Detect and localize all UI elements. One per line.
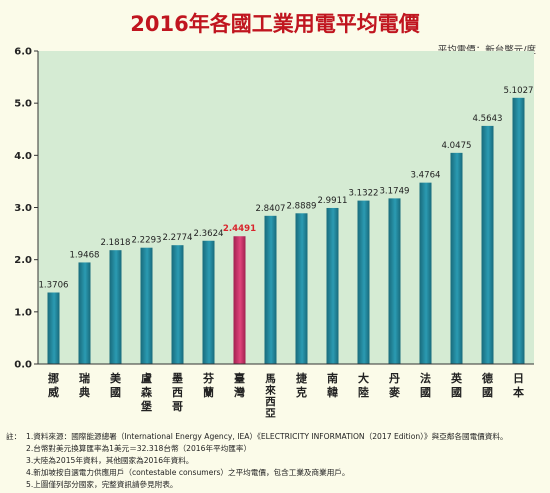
y-tick-label: 3.0 [14, 203, 32, 214]
category-label: 瑞典 [79, 371, 90, 399]
data-label: 2.2293 [131, 236, 161, 246]
note-line-1: 註： 1.資料來源：國際能源總署（International Energy Age… [6, 432, 508, 441]
data-label: 1.9468 [69, 250, 99, 260]
bar [481, 125, 494, 364]
bar [295, 213, 308, 364]
bar [326, 207, 339, 364]
bar [388, 198, 401, 364]
bar [202, 240, 215, 364]
note-line-3: 3.大陸為2015年資料，其他國家為2016年資料。 [26, 456, 194, 465]
category-label: 大陸 [358, 371, 369, 399]
bar [357, 200, 370, 364]
data-label: 2.9911 [317, 196, 347, 206]
category-label: 德國 [481, 371, 493, 399]
category-label: 丹麥 [388, 372, 401, 399]
category-label: 墨西哥 [172, 372, 183, 413]
category-label: 南韓 [327, 371, 338, 399]
data-label: 2.2774 [162, 233, 192, 243]
y-axis: 0.0 1.0 2.0 3.0 4.0 5.0 6.0 [14, 47, 39, 371]
category-label: 芬蘭 [202, 371, 215, 399]
data-label: 3.4764 [410, 171, 440, 181]
category-label: 挪威 [48, 371, 59, 399]
y-tick-label: 2.0 [14, 255, 32, 266]
data-label: 1.3706 [38, 281, 68, 291]
data-label: 2.1818 [100, 238, 130, 248]
category-label: 臺灣 [234, 371, 245, 399]
bar [264, 215, 277, 364]
category-label: 日本 [513, 372, 524, 399]
data-label: 2.8407 [255, 204, 285, 214]
bar [140, 247, 153, 364]
note-line-4: 4.新加坡按自選電力供應用戶（contestable consumers）之平均… [26, 468, 350, 477]
data-label: 2.4491 [223, 224, 256, 234]
category-label: 捷克 [296, 371, 308, 399]
bar-chart: 0.0 1.0 2.0 3.0 4.0 5.0 6.0 1.3706 1.94682.1818… [14, 47, 534, 420]
data-label: 4.5643 [472, 114, 502, 124]
bar [47, 292, 60, 364]
data-label: 5.1027 [503, 86, 533, 96]
data-label: 2.3624 [193, 229, 223, 239]
bar [109, 250, 122, 364]
category-label: 英國 [450, 371, 463, 399]
bar-highlight [233, 236, 246, 364]
unit-label: 平均電價：新台幣元/度 [437, 45, 536, 56]
bar [78, 262, 91, 364]
y-tick-label: 4.0 [14, 151, 32, 162]
note-prefix: 註： [6, 432, 22, 441]
category-label: 美國 [110, 371, 122, 399]
category-label: 盧森堡 [141, 371, 153, 413]
y-tick-label: 1.0 [14, 307, 32, 318]
bar [512, 97, 525, 365]
category-label: 法國 [420, 371, 431, 399]
note-line-2: 2.台幣對美元換算匯率為1美元＝32.318台幣（2016年平均匯率） [26, 444, 252, 453]
bar [171, 245, 184, 364]
chart-title: 2016年各國工業用電平均電價 [130, 12, 420, 36]
note-line-5: 5.上圖僅列部分國家，完整資訊請參見附表。 [26, 480, 178, 489]
data-label: 3.1322 [348, 189, 378, 199]
data-label: 2.8889 [286, 201, 316, 211]
y-tick-label: 6.0 [14, 47, 32, 58]
category-label: 馬來西亞 [264, 373, 276, 420]
footnotes: 註： 1.資料來源：國際能源總署（International Energy Age… [6, 431, 546, 491]
data-label: 3.1749 [379, 186, 409, 196]
y-tick-label: 0.0 [14, 360, 32, 371]
data-label: 4.0475 [441, 141, 471, 151]
y-tick-label: 5.0 [14, 99, 32, 110]
bar [450, 152, 463, 364]
bar [419, 182, 432, 364]
